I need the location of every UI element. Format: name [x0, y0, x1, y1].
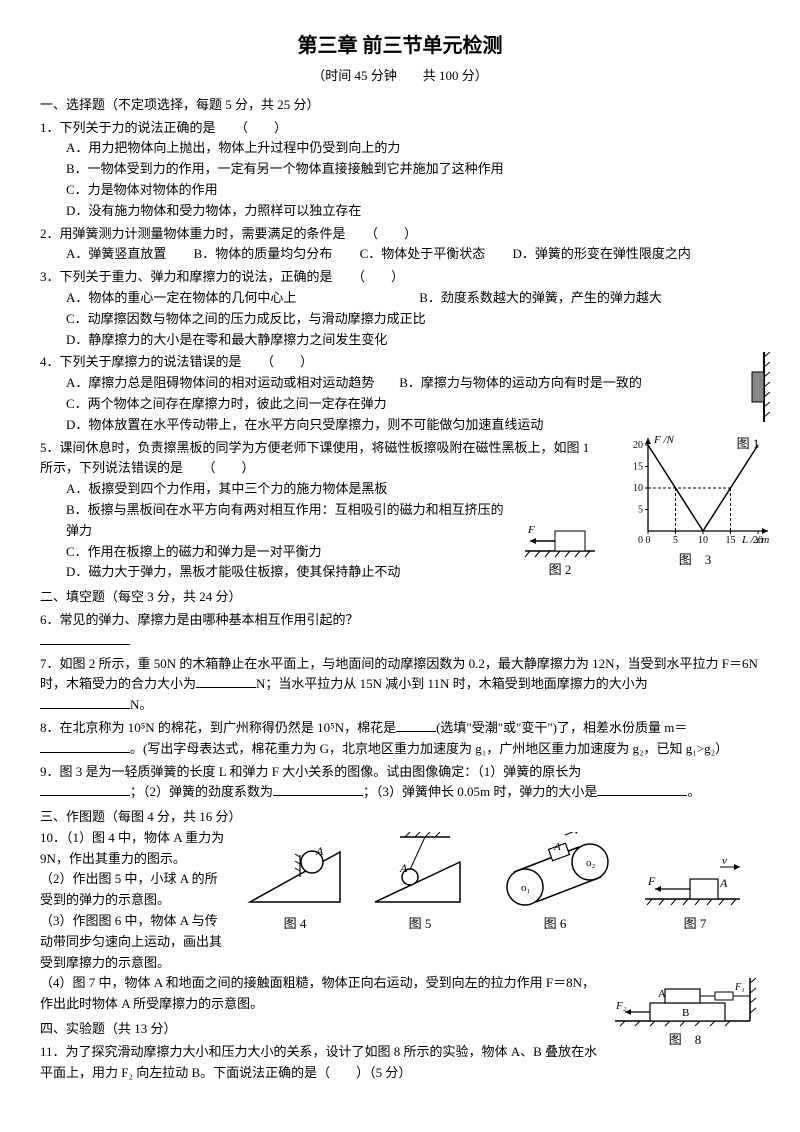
q5-opt-d: D．磁力大于弹力，黑板才能吸住板擦，使其保持静止不动: [40, 562, 590, 583]
q9-c: ；（3）弹簧伸长 0.05m 时，弹力的大小是: [363, 784, 597, 799]
q4-stem: 4．下列关于摩擦力的说法错误的是 （ ）: [40, 352, 700, 373]
question-6: 6．常见的弹力、摩擦力是由哪种基本相互作用引起的？: [40, 610, 760, 631]
q5-opt-a: A．板擦受到四个力作用，其中三个力的施力物体是黑板: [40, 479, 590, 500]
section-4-header: 四、实验题（共 13 分）: [40, 1019, 600, 1040]
q3-opt-b: B．劲度系数越大的弹簧，产生的弹力越大: [419, 290, 662, 305]
q1-opt-c: C．力是物体对物体的作用: [40, 180, 760, 201]
fig8-label: 图 8: [610, 1030, 760, 1051]
q1-opt-a: A．用力把物体向上抛出，物体上升过程中仍受到向上的力: [40, 138, 760, 159]
question-5: 5．课间休息时，负责擦黑板的同学为方便老师下课使用，将磁性板擦吸附在磁性黑板上，…: [40, 438, 760, 584]
q5-opt-c: C．作用在板擦上的磁力和弹力是一对平衡力: [40, 542, 590, 563]
q2-options: A．弹簧竖直放置 B．物体的质量均匀分布 C．物体处于平衡状态 D．弹簧的形变在…: [40, 244, 760, 265]
q4-opt-a: A．摩擦力总是阻碍物体间的相对运动或相对运动趋势: [66, 373, 396, 394]
svg-text:o₂: o₂: [586, 857, 596, 869]
question-7: 7．如图 2 所示，重 50N 的木箱静止在水平面上，与地面间的动摩擦因数为 0…: [40, 654, 760, 716]
q8-a: 8．在北京称为 10⁵N 的棉花，到广州称得仍然是 10⁵N，棉花是: [40, 720, 396, 735]
q3-row1: A．物体的重心一定在物体的几何中心上 B．劲度系数越大的弹簧，产生的弹力越大: [40, 288, 760, 309]
svg-text:v: v: [562, 832, 567, 835]
q2-opt-a: A．弹簧竖直放置: [66, 244, 166, 265]
svg-text:A: A: [553, 841, 561, 853]
q2-opt-b: B．物体的质量均匀分布: [194, 244, 333, 265]
q10-1: 10．（1）图 4 中，物体 A 重力为 9N，作出其重力的图示。: [40, 828, 230, 870]
q3-opt-c: C．动摩擦因数与物体之间的压力成反比，与滑动摩擦力成正比: [40, 309, 760, 330]
q7-blank1: [196, 674, 256, 688]
svg-text:A: A: [315, 844, 324, 858]
section-1-header: 一、选择题（不定项选择，每题 5 分，共 25 分）: [40, 95, 760, 116]
q10-3: （3）作图图 6 中，物体 A 与传动带同步匀速向上运动，画出其受到摩擦力的示意…: [40, 911, 230, 973]
svg-text:F₁: F₁: [734, 982, 745, 993]
section-3-header: 三、作图题（每图 4 分，共 16 分）: [40, 807, 760, 828]
q4-opt-b: B．摩擦力与物体的运动方向有时是一致的: [399, 375, 642, 390]
q9-blank2: [273, 782, 363, 796]
q1-opt-b: B．一物体受到力的作用，一定有另一个物体直接接触到它并施加了这种作用: [40, 159, 760, 180]
q6-blank: [40, 631, 130, 645]
page-subtitle: （时间 45 分钟 共 100 分）: [40, 66, 760, 87]
figure-5: A 图 5: [370, 832, 470, 935]
question-11: 11．为了探究滑动摩擦力大小和压力大小的关系，设计了如图 8 所示的实验，物体 …: [40, 1042, 600, 1084]
q8-b: (选填"受潮"或"变干")了，相差水份质量 m＝: [436, 720, 687, 735]
q3-opt-d: D．静摩擦力的大小是在零和最大静摩擦力之间发生变化: [40, 330, 760, 351]
svg-text:F: F: [647, 874, 656, 888]
q3-stem: 3．下列关于重力、弹力和摩擦力的说法，正确的是 （ ）: [40, 267, 760, 288]
question-3: 3．下列关于重力、弹力和摩擦力的说法，正确的是 （ ） A．物体的重心一定在物体…: [40, 267, 760, 350]
q6-text: 6．常见的弹力、摩擦力是由哪种基本相互作用引起的？: [40, 612, 359, 627]
q9-b: ；（2）弹簧的劲度系数为: [130, 784, 273, 799]
figure-6: o₁ o₂ A v 图 6: [490, 832, 620, 935]
fig6-label: 图 6: [490, 914, 620, 935]
q10-4: （4）图 7 中，物体 A 和地面之间的接触面粗糙，物体正向右运动，受到向左的拉…: [40, 973, 600, 1015]
q8-c: 。(写出字母表达式，棉花重力为 G，北京地区重力加速度为 g₁，广州地区重力加速…: [130, 741, 728, 756]
q1-stem: 1．下列关于力的说法正确的是 （ ）: [40, 118, 760, 139]
question-1: 1．下列关于力的说法正确的是 （ ） A．用力把物体向上抛出，物体上升过程中仍受…: [40, 118, 760, 222]
fig5-label: 图 5: [370, 914, 470, 935]
q9-a: 9．图 3 是为一轻质弹簧的长度 L 和弹力 F 大小关系的图像。试由图像确定：…: [40, 764, 581, 779]
q2-opt-c: C．物体处于平衡状态: [360, 244, 486, 265]
q5-stem: 5．课间休息时，负责擦黑板的同学为方便老师下课使用，将磁性板擦吸附在磁性黑板上，…: [40, 438, 590, 480]
q5-opt-b: B．板擦与黑板间在水平方向有两对相互作用：互相吸引的磁力和相互挤压的弹力: [40, 500, 590, 542]
q8-blank1: [396, 718, 436, 732]
svg-text:o₁: o₁: [521, 882, 531, 894]
q4-row1: A．摩擦力总是阻碍物体间的相对运动或相对运动趋势 B．摩擦力与物体的运动方向有时…: [40, 373, 700, 394]
q4-opt-d: D．物体放置在水平传动带上，在水平方向只受摩擦力，则不可能做匀加速直线运动: [40, 415, 700, 436]
q9-blank3: [597, 782, 687, 796]
page-title: 第三章 前三节单元检测: [40, 30, 760, 62]
svg-text:B: B: [682, 1007, 689, 1019]
question-2: 2．用弹簧测力计测量物体重力时，需要满足的条件是 （ ） A．弹簧竖直放置 B．…: [40, 224, 760, 266]
q8-blank2: [40, 739, 130, 753]
svg-text:A: A: [719, 876, 728, 890]
svg-text:F₂: F₂: [615, 1000, 627, 1012]
q3-opt-a: A．物体的重心一定在物体的几何中心上: [66, 288, 416, 309]
q4-opt-c: C．两个物体之间存在摩擦力时，彼此之间一定存在弹力: [40, 394, 700, 415]
section-2-header: 二、填空题（每空 3 分，共 24 分）: [40, 587, 760, 608]
fig4-label: 图 4: [240, 914, 350, 935]
q7-c: N。: [130, 697, 152, 712]
fig7-label: 图 7: [640, 914, 750, 935]
q9-blank1: [40, 782, 130, 796]
figure-7: A F v 图 7: [640, 857, 750, 935]
q7-b: N；当水平拉力从 15N 减小到 11N 时，木箱受到地面摩擦力的大小为: [256, 676, 648, 691]
figure-8: B A F₁ F₂ 图 8: [610, 973, 760, 1051]
svg-text:A: A: [658, 988, 666, 1000]
q7-blank2: [40, 695, 130, 709]
svg-text:v: v: [722, 857, 727, 867]
figure-4: A 图 4: [240, 837, 350, 935]
q2-opt-d: D．弹簧的形变在弹性限度之内: [512, 244, 690, 265]
svg-text:A: A: [399, 861, 408, 875]
question-10-row: 10．（1）图 4 中，物体 A 重力为 9N，作出其重力的图示。 （2）作出图…: [40, 828, 760, 974]
question-9: 9．图 3 是为一轻质弹簧的长度 L 和弹力 F 大小关系的图像。试由图像确定：…: [40, 762, 760, 804]
q2-stem: 2．用弹簧测力计测量物体重力时，需要满足的条件是 （ ）: [40, 224, 760, 245]
q9-d: 。: [687, 784, 700, 799]
q10-2: （2）作出图 5 中，小球 A 的所受到的弹力的示意图。: [40, 869, 230, 911]
question-4: 4．下列关于摩擦力的说法错误的是 （ ） A．摩擦力总是阻碍物体间的相对运动或相…: [40, 352, 760, 435]
q1-opt-d: D．没有施力物体和受力物体，力照样可以独立存在: [40, 201, 760, 222]
question-8: 8．在北京称为 10⁵N 的棉花，到广州称得仍然是 10⁵N，棉花是 (选填"受潮…: [40, 718, 760, 760]
